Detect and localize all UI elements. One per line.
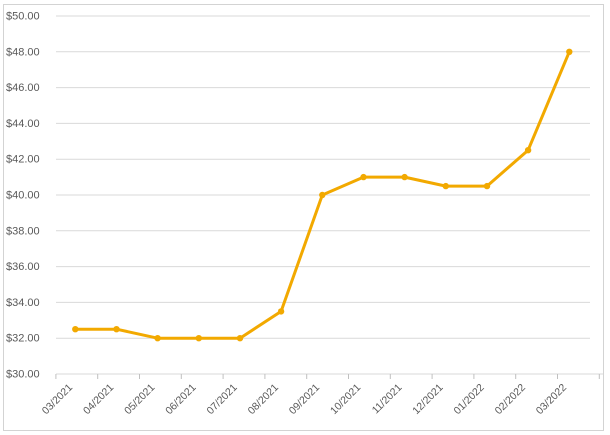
svg-text:$32.00: $32.00 — [6, 333, 40, 345]
svg-text:03/2021: 03/2021 — [40, 382, 75, 417]
svg-text:$38.00: $38.00 — [6, 225, 40, 237]
svg-text:$30.00: $30.00 — [6, 369, 40, 381]
svg-text:12/2021: 12/2021 — [410, 382, 445, 417]
svg-text:$34.00: $34.00 — [6, 297, 40, 309]
svg-text:06/2021: 06/2021 — [163, 382, 198, 417]
svg-text:04/2021: 04/2021 — [81, 382, 116, 417]
svg-text:$40.00: $40.00 — [6, 190, 40, 202]
svg-text:09/2021: 09/2021 — [287, 382, 322, 417]
svg-text:$50.00: $50.00 — [6, 11, 40, 23]
svg-text:03/2022: 03/2022 — [534, 382, 569, 417]
svg-text:02/2022: 02/2022 — [493, 382, 528, 417]
svg-text:$48.00: $48.00 — [6, 46, 40, 58]
svg-text:$36.00: $36.00 — [6, 261, 40, 273]
svg-text:07/2021: 07/2021 — [204, 382, 239, 417]
svg-text:11/2021: 11/2021 — [370, 382, 405, 417]
svg-text:08/2021: 08/2021 — [246, 382, 281, 417]
svg-text:05/2021: 05/2021 — [122, 382, 157, 417]
svg-text:$44.00: $44.00 — [6, 118, 40, 130]
svg-text:10/2021: 10/2021 — [328, 382, 363, 417]
svg-text:$46.00: $46.00 — [6, 82, 40, 94]
svg-text:$42.00: $42.00 — [6, 154, 40, 166]
svg-text:01/2022: 01/2022 — [451, 382, 486, 417]
